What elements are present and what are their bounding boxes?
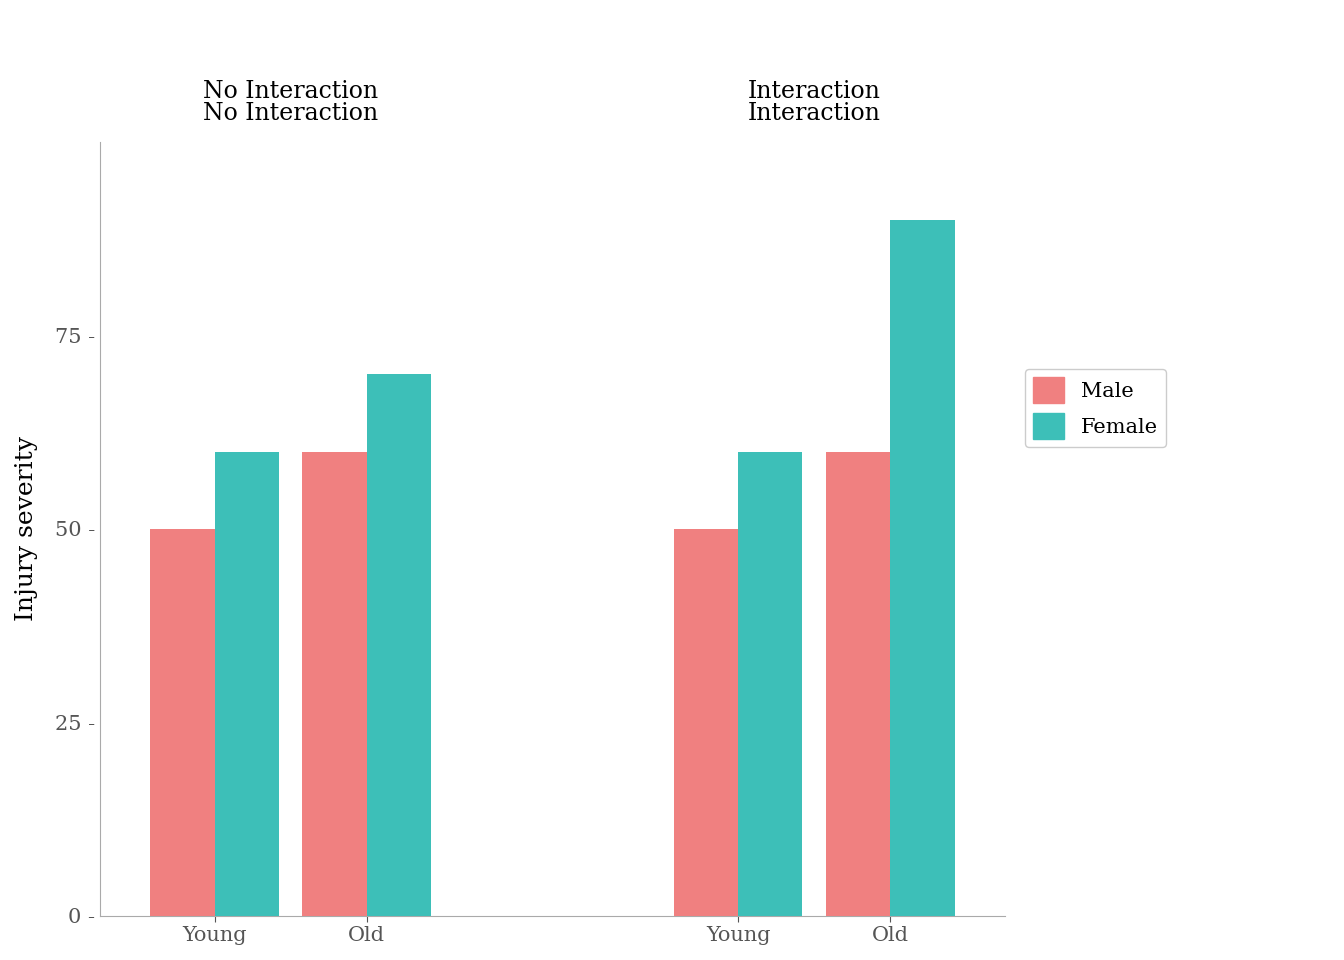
Bar (890, 220, 954, 916)
Y-axis label: Injury severity: Injury severity (15, 437, 38, 621)
Text: No Interaction: No Interaction (203, 103, 378, 126)
Bar (215, 451, 278, 916)
Bar (827, 451, 890, 916)
Bar (675, 529, 738, 916)
Bar (151, 529, 215, 916)
Legend: Male, Female: Male, Female (1024, 370, 1167, 447)
Text: Interaction: Interaction (747, 103, 880, 126)
Bar (367, 374, 431, 916)
Text: Interaction: Interaction (747, 81, 880, 104)
Bar (738, 451, 802, 916)
Bar (302, 451, 367, 916)
Text: No Interaction: No Interaction (203, 81, 378, 104)
